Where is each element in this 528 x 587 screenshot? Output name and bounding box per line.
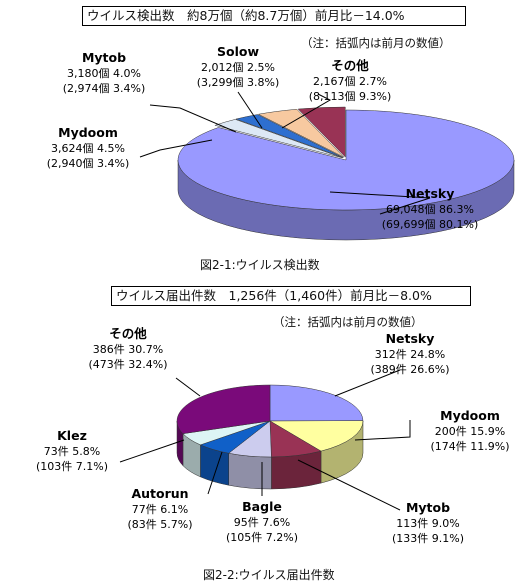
chart1-title: ウイルス検出数 約8万個（約8.7万個）前月比－14.0%: [82, 6, 466, 26]
slice-prev-value-Autorun: (83件 5.7%): [127, 518, 192, 531]
slice-prev-value-Klez: (103件 7.1%): [36, 460, 108, 473]
slice-label-その他: その他: [331, 58, 369, 73]
slice-prev-value-その他: (8,113個 9.3%): [309, 90, 392, 103]
slice-その他: [176, 384, 271, 434]
slice-label-Bagle: Bagle: [242, 499, 282, 514]
slice-Netsky: [177, 109, 515, 211]
leader-line-Mytob: [149, 104, 237, 133]
leader-line-その他: [281, 93, 332, 129]
slice-prev-value-Mytob: (2,974個 3.4%): [63, 82, 146, 95]
slice-label-Mytob: Mytob: [406, 500, 450, 515]
slice-その他: [214, 119, 343, 159]
leader-line-Mydoom: [139, 139, 213, 158]
slice-label-Mydoom: Mydoom: [440, 408, 500, 423]
slice-prev-value-Mytob: (133件 9.1%): [392, 532, 464, 545]
slice-prev-value-Mydoom: (174件 11.9%): [430, 440, 509, 453]
slice-label-Autorun: Autorun: [131, 486, 188, 501]
slice-label-Solow: Solow: [217, 44, 259, 59]
slice-prev-value-Netsky: (389件 26.6%): [370, 363, 449, 376]
chart2-title: ウイルス届出件数 1,256件（1,460件）前月比－8.0%: [111, 286, 471, 306]
leader-line-その他: [175, 377, 201, 397]
slice-value-Mytob: 3,180個 4.0%: [67, 67, 141, 80]
leader-line-Netsky: [329, 191, 431, 215]
slice-value-その他: 2,167個 2.7%: [313, 75, 387, 88]
chart1-note: （注：括弧内は前月の数値）: [301, 36, 451, 50]
slice-value-Mytob: 113件 9.0%: [396, 517, 459, 530]
slice-prev-value-その他: (473件 32.4%): [88, 358, 167, 371]
slice-prev-value-Netsky: (69,699個 80.1%): [382, 218, 479, 231]
slice-prev-value-Mydoom: (2,940個 3.4%): [47, 157, 130, 170]
chart1-caption: 図2-1:ウイルス検出数: [200, 258, 320, 272]
slice-prev-value-Solow: (3,299個 3.8%): [197, 76, 280, 89]
slice-label-その他: その他: [109, 326, 147, 341]
slice-label-Klez: Klez: [57, 428, 87, 443]
leader-line-Autorun: [207, 451, 223, 495]
chart2-caption: 図2-2:ウイルス届出件数: [203, 568, 335, 582]
slice-label-Mydoom: Mydoom: [58, 125, 118, 140]
slice-value-Solow: 2,012個 2.5%: [201, 61, 275, 74]
leader-line-Solow: [237, 91, 263, 129]
slice-Mydoom: [269, 420, 364, 452]
slice-value-Klez: 73件 5.8%: [44, 445, 100, 458]
slice-value-その他: 386件 30.7%: [93, 343, 163, 356]
leader-line-Netsky: [334, 369, 401, 397]
slice-value-Netsky: 312件 24.8%: [375, 348, 445, 361]
leader-line-Klez: [119, 439, 185, 463]
slice-label-Netsky: Netsky: [386, 331, 435, 346]
leader-line-Mytob: [297, 459, 401, 511]
chart1-pie: Netsky 69,048個 86.3% (69,699個 80.1%) その他 2,1…: [47, 44, 515, 241]
slice-label-Mytob: Mytob: [82, 50, 126, 65]
slice-label-Netsky: Netsky: [406, 186, 455, 201]
chart2-note: （注：括弧内は前月の数値）: [273, 315, 423, 329]
slice-value-Mydoom: 200件 15.9%: [435, 425, 505, 438]
slice-Solow: [235, 114, 344, 158]
leader-line-Mydoom: [354, 420, 411, 441]
slice-value-Bagle: 95件 7.6%: [234, 516, 290, 529]
slice-value-Autorun: 77件 6.1%: [132, 503, 188, 516]
slice-Mydoom: [297, 106, 346, 158]
chart2-pie: Netsky 312件 24.8% (389件 26.6%) Mydoom 200件 1…: [36, 326, 510, 545]
slice-prev-value-Bagle: (105件 7.2%): [226, 531, 298, 544]
slice-side-Bagle: [228, 452, 272, 490]
slice-value-Mydoom: 3,624個 4.5%: [51, 142, 125, 155]
slice-value-Netsky: 69,048個 86.3%: [386, 203, 474, 216]
slice-Mytob: [257, 108, 345, 158]
